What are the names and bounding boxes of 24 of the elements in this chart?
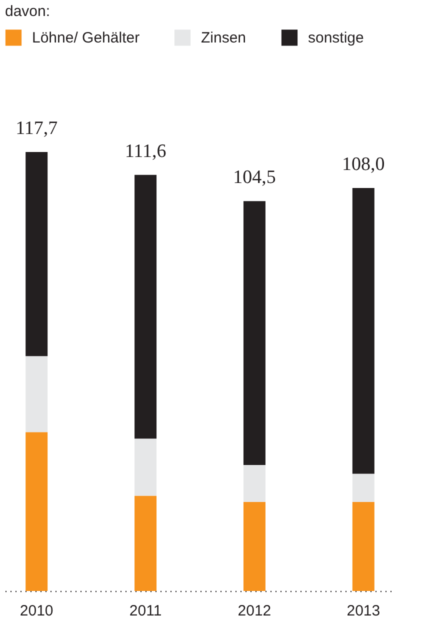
bar	[352, 502, 374, 591]
bar	[26, 432, 48, 591]
annotation: 111,6	[124, 140, 166, 162]
legend-title: davon:	[5, 3, 50, 20]
bar	[134, 438, 157, 496]
bar	[134, 496, 157, 591]
legend-label: Zinsen	[201, 30, 246, 47]
bar	[243, 465, 266, 502]
x-tick-label: 2010	[20, 602, 54, 620]
bar	[26, 356, 48, 432]
annotation: 108,0	[342, 154, 385, 175]
x-tick-label: 2013	[346, 602, 380, 620]
bar	[243, 502, 266, 591]
annotation: 117,7	[16, 118, 58, 139]
x-tick-label: 2011	[129, 602, 162, 620]
x-tick-label: 2012	[238, 602, 272, 620]
bar	[26, 152, 48, 356]
bar	[352, 474, 374, 502]
bar	[134, 174, 157, 439]
legend-label: Löhne/ Gehälter	[32, 30, 140, 47]
legend-label: sonstige	[308, 30, 364, 47]
bar	[243, 201, 266, 466]
annotation: 104,5	[233, 167, 276, 188]
bar	[352, 188, 374, 474]
